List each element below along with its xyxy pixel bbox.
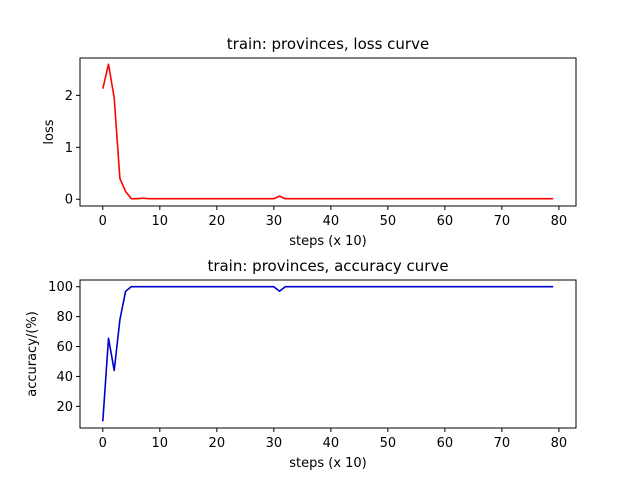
loss-ticks: 0 10 20 30 40 50 60 70 80 0 1 2: [65, 89, 567, 229]
loss-series-line: [102, 63, 554, 200]
accuracy-y-axis-label: accuracy/(%): [25, 311, 40, 397]
loss-x-axis-label: steps (x 10): [289, 234, 367, 249]
loss-x-tick-label: 30: [266, 214, 283, 229]
loss-x-tick-label: 0: [99, 214, 107, 229]
loss-y-tick-label: 2: [65, 89, 73, 104]
accuracy-x-tick-label: 10: [152, 436, 169, 451]
accuracy-y-tick-label: 100: [48, 280, 73, 295]
accuracy-chart-title: train: provinces, accuracy curve: [207, 257, 448, 275]
accuracy-y-tick-label: 20: [56, 400, 73, 415]
accuracy-subplot: train: provinces, accuracy curve 0 10 20 30…: [25, 257, 577, 471]
loss-axes-frame: [79, 57, 577, 207]
accuracy-x-tick-label: 20: [209, 436, 226, 451]
loss-y-tick-label: 1: [65, 141, 73, 156]
loss-x-tick-label: 80: [551, 214, 568, 229]
accuracy-x-tick-label: 50: [380, 436, 397, 451]
loss-chart-title: train: provinces, loss curve: [227, 35, 429, 53]
loss-x-tick-label: 70: [494, 214, 511, 229]
loss-y-tick-label: 0: [65, 193, 73, 208]
loss-subplot: train: provinces, loss curve 0 10 20 30 40 50…: [42, 35, 577, 249]
loss-x-tick-label: 10: [152, 214, 169, 229]
accuracy-x-axis-label: steps (x 10): [289, 456, 367, 471]
loss-x-tick-label: 20: [209, 214, 226, 229]
accuracy-y-tick-label: 80: [56, 310, 73, 325]
accuracy-x-tick-label: 0: [99, 436, 107, 451]
loss-x-tick-label: 40: [323, 214, 340, 229]
loss-y-axis-label: loss: [42, 119, 57, 144]
accuracy-lines: [102, 285, 554, 422]
accuracy-ticks: 0 10 20 30 40 50 60 70 80 20 40 60 80 100: [48, 280, 567, 451]
loss-lines: [102, 63, 554, 200]
accuracy-x-tick-label: 40: [323, 436, 340, 451]
accuracy-axes-frame: [79, 279, 577, 429]
accuracy-x-tick-label: 30: [266, 436, 283, 451]
accuracy-series-line: [102, 285, 554, 422]
accuracy-y-tick-label: 60: [56, 340, 73, 355]
loss-x-tick-label: 50: [380, 214, 397, 229]
accuracy-x-tick-label: 60: [437, 436, 454, 451]
accuracy-x-tick-label: 70: [494, 436, 511, 451]
accuracy-x-tick-label: 80: [551, 436, 568, 451]
accuracy-y-tick-label: 40: [56, 370, 73, 385]
loss-x-tick-label: 60: [437, 214, 454, 229]
